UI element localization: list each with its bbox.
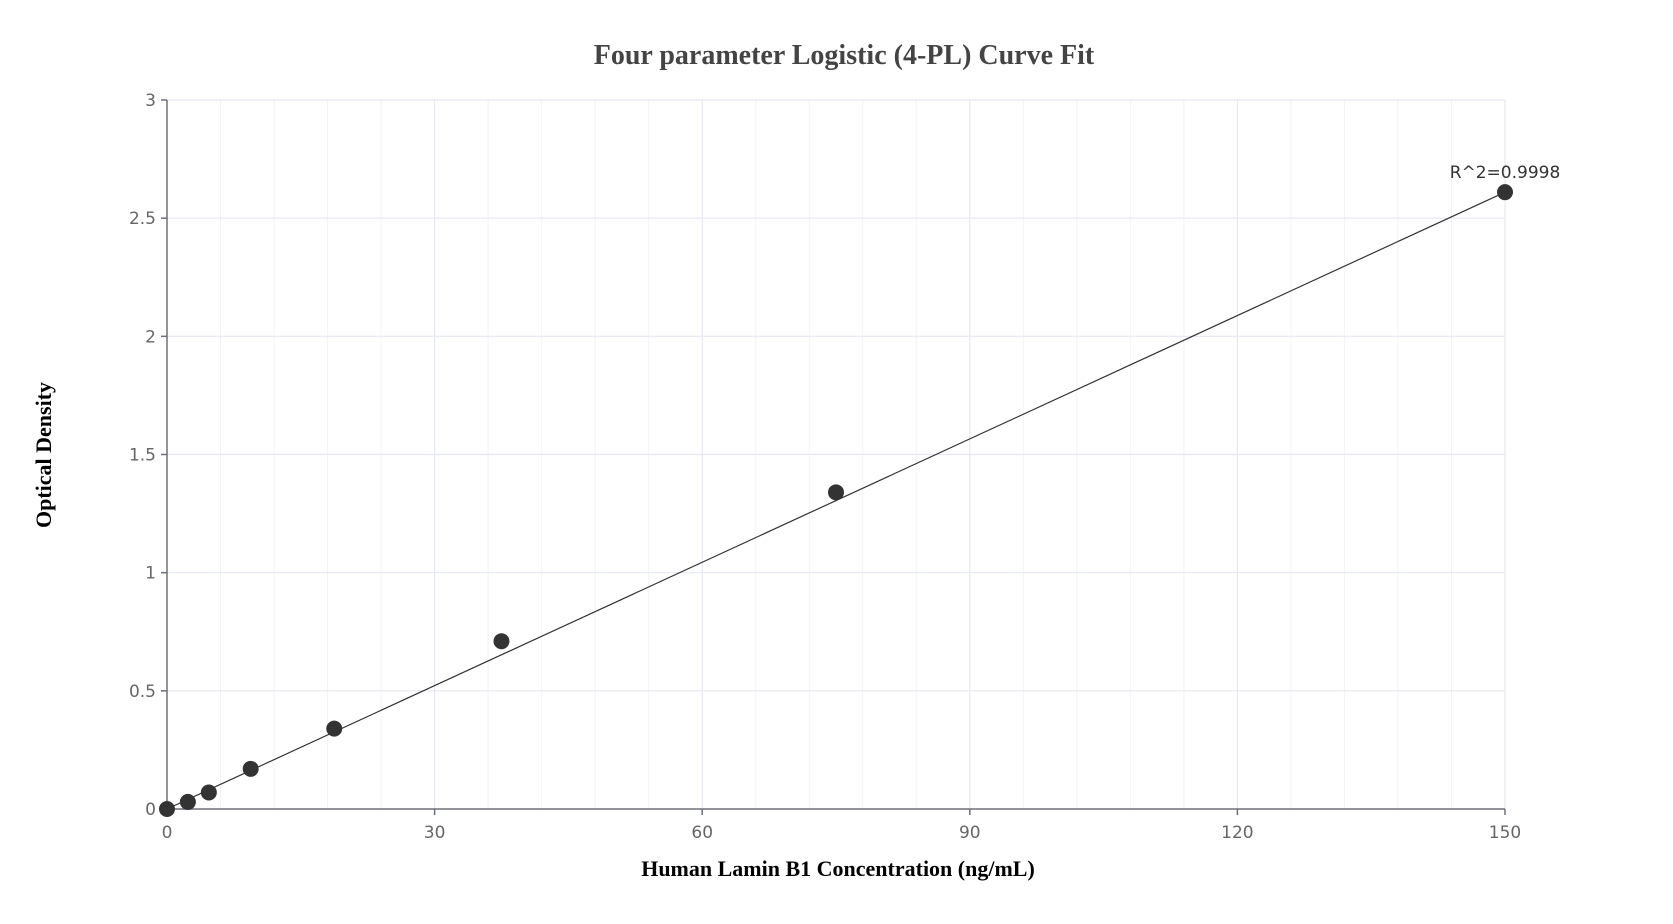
fit-curve (166, 191, 1506, 810)
data-point (159, 801, 175, 817)
x-tick-label: 120 (1221, 823, 1253, 843)
data-point (326, 720, 343, 737)
data-point (200, 784, 217, 801)
x-tick-label: 60 (691, 823, 713, 843)
x-tick-label: 0 (162, 823, 173, 843)
y-axis-title: Optical Density (31, 382, 56, 528)
y-tick-label: 0.5 (129, 682, 156, 702)
x-axis-title: Human Lamin B1 Concentration (ng/mL) (641, 856, 1035, 881)
data-point (179, 793, 196, 810)
axes (161, 99, 1506, 815)
annotations: R^2=0.9998 (1450, 163, 1561, 183)
y-tick-label: 1.5 (129, 446, 156, 466)
y-tick-label: 2.5 (129, 209, 156, 229)
x-tick-label: 90 (959, 823, 981, 843)
data-point (242, 760, 259, 777)
y-tick-label: 0 (145, 800, 156, 820)
r-squared-annotation: R^2=0.9998 (1450, 163, 1561, 183)
data-series (159, 184, 1513, 817)
data-point (1497, 184, 1513, 201)
data-point (493, 633, 510, 650)
x-tick-label: 30 (424, 823, 446, 843)
data-point (828, 484, 844, 501)
tick-labels: 0 30 60 90 120 150 0 0.5 1 1.5 2 2.5 3 (129, 91, 1521, 843)
y-tick-label: 1 (145, 564, 156, 584)
major-gridlines (167, 99, 1506, 809)
x-tick-label: 150 (1489, 823, 1521, 843)
chart-title: Four parameter Logistic (4-PL) Curve Fit (594, 40, 1095, 71)
y-tick-label: 2 (145, 327, 156, 347)
y-tick-label: 3 (145, 91, 156, 111)
